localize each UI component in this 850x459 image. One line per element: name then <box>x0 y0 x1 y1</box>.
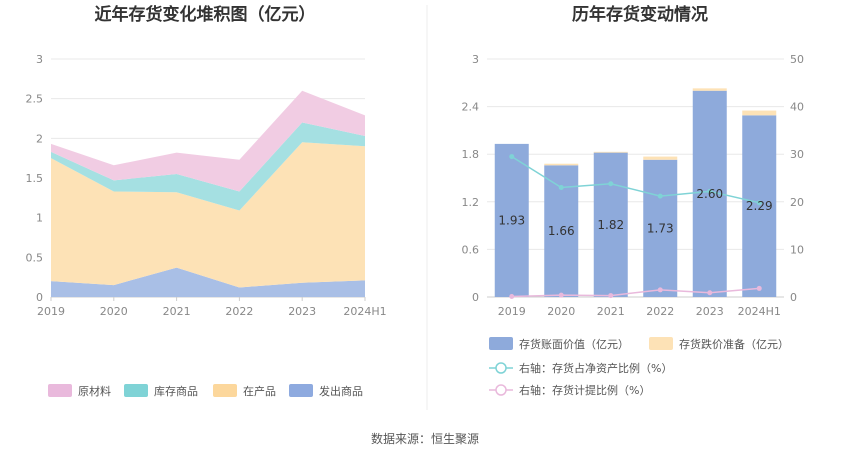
left-legend-label: 发出商品 <box>319 384 363 398</box>
legend-marker-0 <box>495 362 507 374</box>
left-y-tick-label: 1 <box>36 212 43 225</box>
right-x-tick-label: 2019 <box>498 305 526 318</box>
right-y-tick-label: 1.8 <box>462 148 480 161</box>
ratio-line-point <box>608 181 614 187</box>
legend-swatch-impairment <box>649 337 673 350</box>
impairment-bar <box>643 156 678 160</box>
legend-label-line-1: 右轴：存货计提比例（%） <box>519 383 650 397</box>
inventory-bar <box>643 159 678 297</box>
left-x-tick-label: 2022 <box>225 305 253 318</box>
ratio-line-point <box>657 193 663 199</box>
left-legend-label: 在产品 <box>243 384 276 398</box>
right-y2-tick-label: 50 <box>790 53 804 66</box>
bar-value-label: 1.82 <box>597 218 624 232</box>
left-y-tick-label: 3 <box>36 53 43 66</box>
right-y-tick-label: 0.6 <box>462 243 480 256</box>
legend-marker-1 <box>495 384 507 396</box>
right-y-tick-label: 1.2 <box>462 196 480 209</box>
data-source-note: 数据来源：恒生聚源 <box>371 431 479 446</box>
ratio-line-point <box>558 292 564 298</box>
left-y-tick-label: 2 <box>36 132 43 145</box>
left-legend-label: 原材料 <box>78 384 111 398</box>
legend-label-impairment: 存货跌价准备（亿元） <box>679 337 789 351</box>
ratio-line-point <box>608 293 614 299</box>
legend-swatch-inventory <box>489 337 513 350</box>
bar-value-label: 1.93 <box>498 213 525 227</box>
impairment-bar <box>544 163 579 166</box>
bar-value-label: 1.73 <box>647 221 674 235</box>
left-legend-swatch <box>124 384 148 397</box>
right-x-tick-label: 2022 <box>646 305 674 318</box>
left-legend-label: 库存商品 <box>154 384 198 398</box>
left-legend-swatch <box>213 384 237 397</box>
right-y-tick-label: 2.4 <box>462 101 480 114</box>
right-y2-tick-label: 30 <box>790 148 804 161</box>
right-y-tick-label: 3 <box>472 53 479 66</box>
ratio-line-point <box>756 200 762 206</box>
left-y-tick-label: 0.5 <box>26 251 44 264</box>
right-x-tick-label: 2023 <box>696 305 724 318</box>
ratio-line-point <box>707 290 713 296</box>
ratio-line-0 <box>511 155 760 204</box>
left-legend-swatch <box>48 384 72 397</box>
area-series-0 <box>51 267 365 297</box>
ratio-line-point <box>509 154 515 160</box>
impairment-bar <box>593 151 628 153</box>
ratio-line-point <box>707 188 713 194</box>
stacked-area-chart: 0 0.5 1 1.5 2 2.5 3 2019 2020 2021 2022 2023 2024H1 原… <box>26 53 387 398</box>
impairment-bar <box>742 110 777 116</box>
right-x-tick-label: 2021 <box>597 305 625 318</box>
ratio-line-point <box>657 287 663 293</box>
right-y2-tick-label: 10 <box>790 243 804 256</box>
legend-label-inventory: 存货账面价值（亿元） <box>519 337 629 351</box>
right-chart-title: 历年存货变动情况 <box>572 4 708 25</box>
left-x-tick-label: 2021 <box>163 305 191 318</box>
area-series-1 <box>51 142 365 288</box>
bar-value-label: 1.66 <box>548 224 575 238</box>
left-legend-swatch <box>289 384 313 397</box>
right-y2-tick-label: 0 <box>790 291 797 304</box>
left-y-tick-label: 1.5 <box>26 172 44 185</box>
right-x-tick-label: 2024H1 <box>738 305 781 318</box>
ratio-line-1 <box>511 287 760 298</box>
area-series-2 <box>51 122 365 211</box>
inventory-bar <box>593 152 628 297</box>
ratio-line-point <box>558 185 564 191</box>
left-x-tick-label: 2019 <box>37 305 65 318</box>
legend-label-line-0: 右轴：存货占净资产比例（%） <box>519 361 672 375</box>
inventory-bar <box>494 143 529 297</box>
right-x-tick-label: 2020 <box>547 305 575 318</box>
left-x-tick-label: 2023 <box>288 305 316 318</box>
left-x-tick-label: 2024H1 <box>343 305 386 318</box>
inventory-bar <box>742 115 777 298</box>
bar-value-label: 2.29 <box>746 199 773 213</box>
left-y-tick-label: 2.5 <box>26 93 44 106</box>
ratio-line-point <box>756 285 762 291</box>
right-y2-tick-label: 40 <box>790 101 804 114</box>
ratio-line-point <box>509 294 515 300</box>
right-y2-tick-label: 20 <box>790 196 804 209</box>
right-y-tick-label: 0 <box>472 291 479 304</box>
left-x-tick-label: 2020 <box>100 305 128 318</box>
area-series-3 <box>51 90 365 192</box>
bar-value-label: 2.60 <box>696 187 723 201</box>
left-chart-title: 近年存货变化堆积图（亿元） <box>95 4 316 25</box>
impairment-bar <box>692 88 727 91</box>
left-y-tick-label: 0 <box>36 291 43 304</box>
